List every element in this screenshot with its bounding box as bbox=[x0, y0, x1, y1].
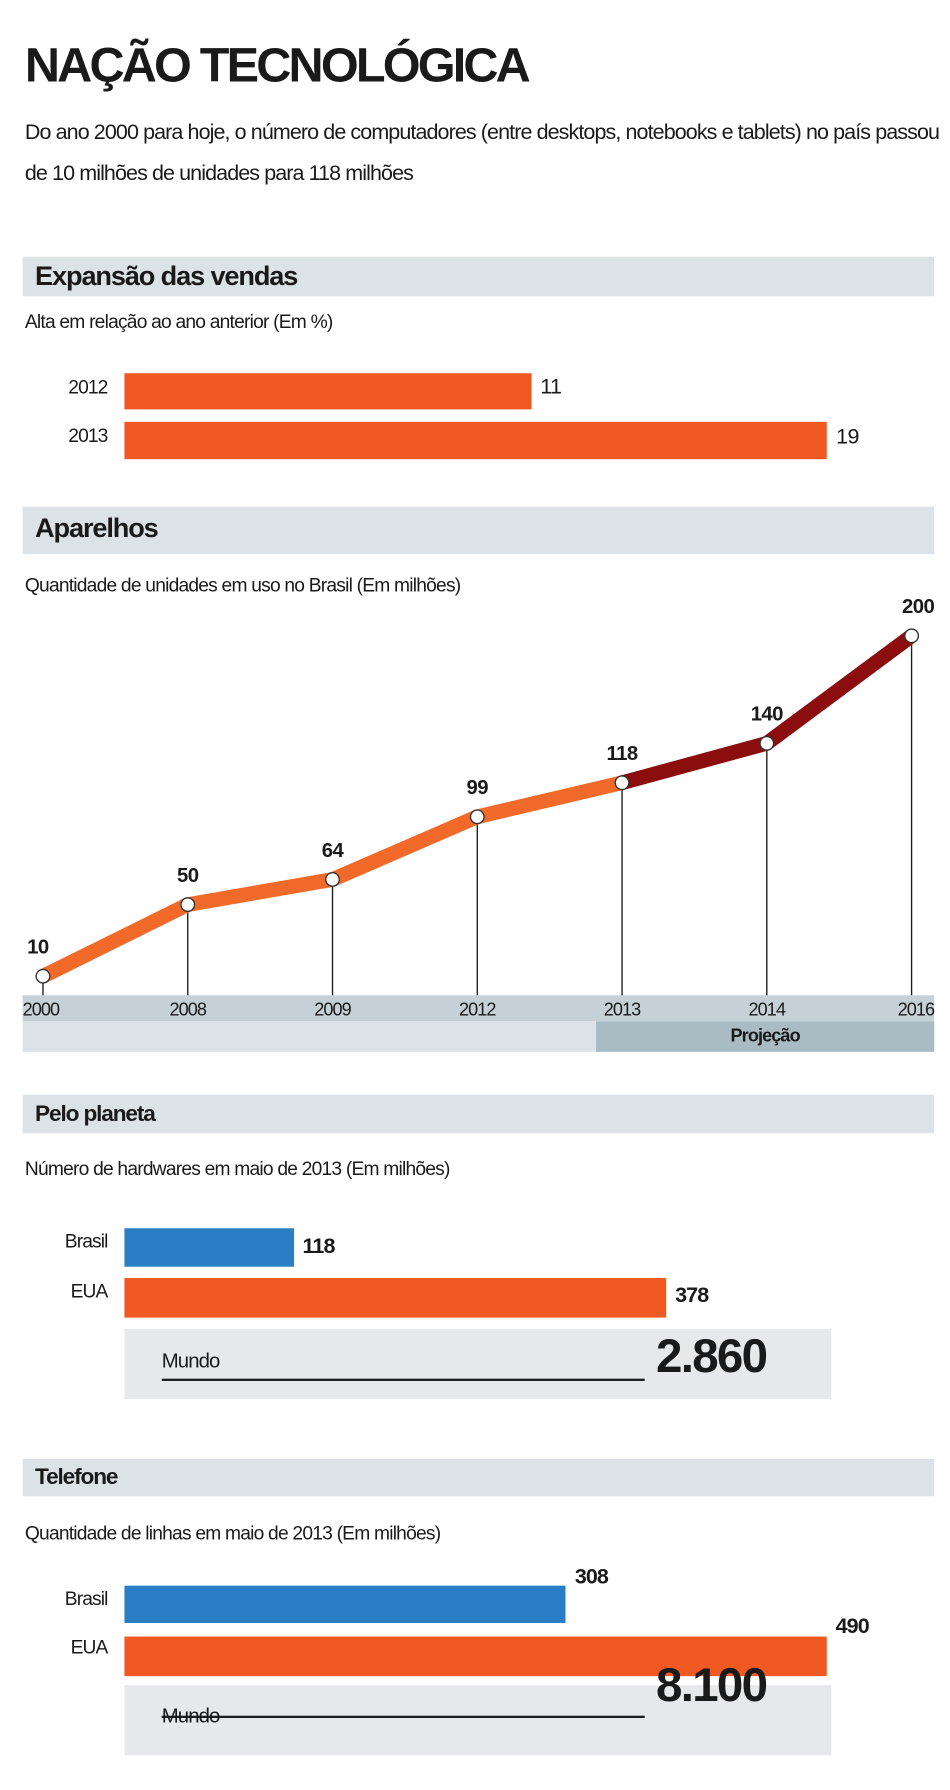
section-subtitle-planeta: Número de hardwares em maio de 2013 (Em … bbox=[24, 1158, 451, 1180]
data-point-2014 bbox=[759, 735, 775, 751]
section-header-vendas: Expansão das vendas bbox=[22, 256, 935, 297]
section-subtitle-telefone: Quantidade de linhas em maio de 2013 (Em… bbox=[24, 1522, 441, 1544]
line-segment-2012-2013 bbox=[469, 775, 630, 825]
value-label-eua: 378 bbox=[675, 1283, 709, 1308]
data-point-2012 bbox=[469, 809, 485, 825]
bar-eua bbox=[124, 1278, 667, 1318]
x-tick-label-2009: 2009 bbox=[314, 1000, 351, 1020]
data-label-2014: 140 bbox=[751, 704, 783, 726]
line-segment-2008-2009 bbox=[180, 872, 340, 912]
bar-brasil-telefone bbox=[124, 1585, 566, 1623]
data-point-2000 bbox=[35, 968, 51, 984]
data-label-2008: 50 bbox=[177, 865, 199, 887]
line-segment-2013-2014 bbox=[614, 735, 775, 791]
data-point-2013 bbox=[614, 775, 630, 791]
bar-label-brasil: Brasil bbox=[64, 1230, 109, 1253]
line-chart: 10 2000 50 2008 64 2009 99 2012 118 2013 140 2014 20… bbox=[23, 596, 936, 1020]
x-tick-label-2008: 2008 bbox=[169, 1000, 206, 1020]
data-point-2009 bbox=[325, 872, 340, 887]
value-label-2013: 19 bbox=[836, 425, 859, 450]
value-label-eua-telefone: 490 bbox=[835, 1615, 870, 1639]
world-label: Mundo bbox=[161, 1349, 221, 1372]
bar-label-2013: 2013 bbox=[68, 425, 108, 447]
bar-brasil bbox=[124, 1228, 294, 1267]
data-point-2008 bbox=[180, 897, 196, 913]
data-label-2012: 99 bbox=[467, 777, 489, 799]
x-tick-label-2014: 2014 bbox=[749, 1000, 786, 1020]
page-title: NAÇÃO TECNOLÓGICA bbox=[24, 38, 531, 93]
bar-2012 bbox=[124, 373, 532, 410]
bar-label-brasil-telefone: Brasil bbox=[64, 1587, 109, 1610]
value-label-2012: 11 bbox=[540, 375, 562, 400]
data-label-2009: 64 bbox=[322, 840, 345, 862]
world-value-telefone: 8.100 bbox=[655, 1658, 768, 1712]
value-label-brasil-telefone: 308 bbox=[574, 1565, 609, 1590]
section-subtitle-aparelhos: Quantidade de unidades em uso no Brasil … bbox=[24, 574, 461, 597]
data-point-2016 bbox=[904, 628, 920, 644]
bar-2013 bbox=[124, 421, 828, 460]
bar-eua-telefone bbox=[124, 1636, 827, 1677]
data-label-2013: 118 bbox=[606, 743, 637, 765]
x-tick-label-2000: 2000 bbox=[23, 1000, 60, 1020]
line-segment-2009-2012 bbox=[325, 809, 485, 887]
section-header-planeta: Pelo planeta bbox=[22, 1094, 935, 1134]
world-total-box bbox=[124, 1328, 832, 1400]
data-label-2000: 10 bbox=[27, 937, 49, 959]
section-header-telefone: Telefone bbox=[22, 1458, 935, 1497]
bar-label-eua-telefone: EUA bbox=[70, 1636, 109, 1659]
value-label-brasil: 118 bbox=[302, 1235, 336, 1259]
bar-label-2012: 2012 bbox=[68, 376, 108, 399]
line-segment-2014-2016 bbox=[759, 628, 919, 751]
world-rule bbox=[161, 1378, 645, 1381]
lede-text: Do ano 2000 para hoje, o número de compu… bbox=[24, 121, 940, 186]
world-value: 2.860 bbox=[655, 1328, 768, 1383]
world-rule-telefone bbox=[161, 1715, 645, 1718]
world-total-box-telefone bbox=[124, 1685, 832, 1756]
data-label-2016: 200 bbox=[902, 596, 934, 618]
bar-label-eua: EUA bbox=[70, 1280, 109, 1302]
x-tick-label-2012: 2012 bbox=[459, 1000, 496, 1020]
projection-label: Projeção bbox=[596, 1021, 935, 1052]
section-subtitle-vendas: Alta em relação ao ano anterior (Em %) bbox=[24, 311, 333, 333]
section-header-aparelhos: Aparelhos bbox=[22, 506, 935, 555]
x-tick-label-2013: 2013 bbox=[604, 1000, 641, 1020]
x-axis-band bbox=[22, 995, 935, 1022]
line-segment-2000-2008 bbox=[35, 897, 196, 984]
x-tick-label-2016: 2016 bbox=[898, 1000, 935, 1020]
